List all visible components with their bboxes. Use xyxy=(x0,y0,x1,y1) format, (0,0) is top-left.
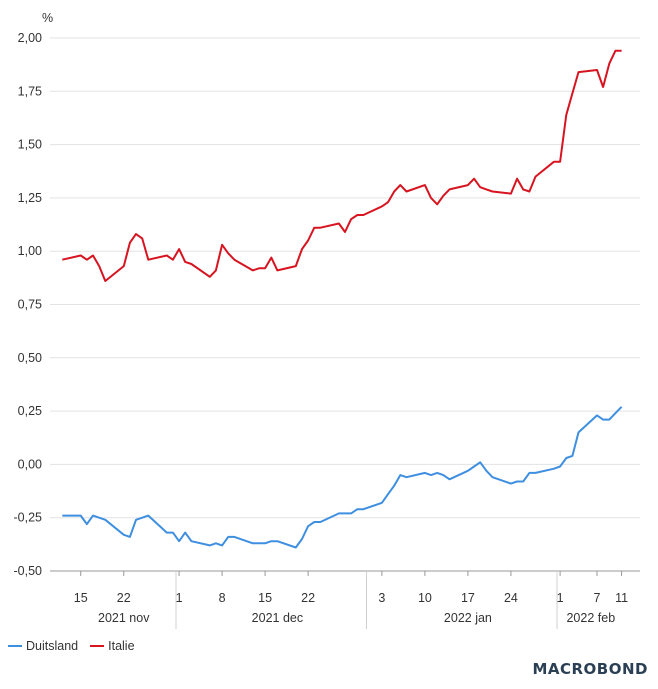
series-line-italie xyxy=(62,49,622,282)
y-unit-label: % xyxy=(42,11,53,25)
y-tick-label: -0,50 xyxy=(14,564,43,578)
y-tick-label: 1,75 xyxy=(18,84,42,98)
legend-item-duitsland: Duitsland xyxy=(8,639,78,653)
y-tick-label: 2,00 xyxy=(18,31,42,45)
y-tick-label: 0,50 xyxy=(18,351,42,365)
x-month-label: 2021 nov xyxy=(98,611,150,625)
y-tick-label: 1,50 xyxy=(18,138,42,152)
series-line-duitsland xyxy=(62,406,623,549)
x-tick-label: 15 xyxy=(74,591,88,605)
legend-swatch-duitsland xyxy=(8,645,22,647)
legend-item-italie: Italie xyxy=(90,639,135,653)
x-tick-label: 1 xyxy=(557,591,564,605)
grid-lines xyxy=(50,37,640,572)
y-axis: %2,00 1,75 1,50 1,25 1,00 0,75 0,50 0,25 0,00 -0,… xyxy=(14,11,54,578)
y-tick-label: 1,00 xyxy=(18,244,42,258)
x-tick-label: 8 xyxy=(219,591,226,605)
x-tick-label: 1 xyxy=(176,591,183,605)
x-tick-label: 17 xyxy=(461,591,475,605)
series-group xyxy=(62,49,623,549)
y-tick-label: 0,00 xyxy=(18,457,42,471)
x-tick-label: 7 xyxy=(594,591,601,605)
y-tick-label: 1,25 xyxy=(18,191,42,205)
macrobond-logo: MACROBOND xyxy=(532,660,648,678)
legend: Duitsland Italie xyxy=(8,639,135,653)
x-tick-label: 11 xyxy=(615,591,628,605)
x-month-label: 2021 dec xyxy=(252,611,303,625)
y-tick-label: -0,25 xyxy=(14,511,43,525)
y-tick-label: 0,25 xyxy=(18,404,42,418)
x-tick-label: 22 xyxy=(117,591,131,605)
x-tick-label: 24 xyxy=(504,591,518,605)
legend-label-italie: Italie xyxy=(108,639,135,653)
x-tick-label: 22 xyxy=(301,591,315,605)
x-month-label: 2022 feb xyxy=(566,611,615,625)
x-tick-label: 15 xyxy=(258,591,272,605)
x-tick-label: 3 xyxy=(378,591,385,605)
legend-swatch-italie xyxy=(90,645,105,647)
y-tick-label: 0,75 xyxy=(18,298,42,312)
x-tick-label: 10 xyxy=(418,591,432,605)
x-month-label: 2022 jan xyxy=(444,611,492,625)
legend-label-duitsland: Duitsland xyxy=(26,639,79,653)
